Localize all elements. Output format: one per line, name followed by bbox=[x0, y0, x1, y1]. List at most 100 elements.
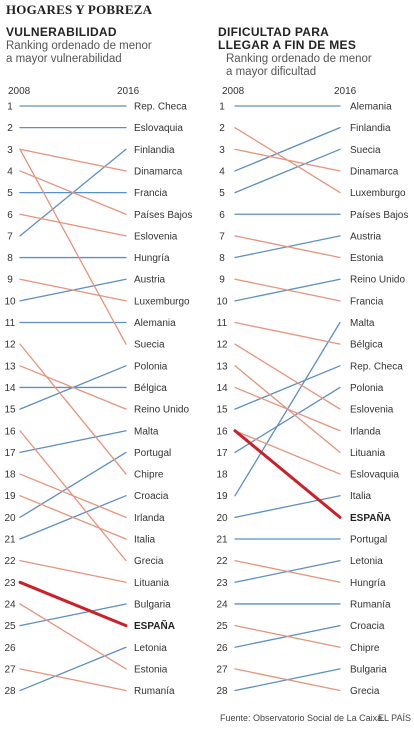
country-label: Dinamarca bbox=[350, 166, 399, 177]
rank-label: 5 bbox=[7, 188, 13, 199]
country-label: Hungría bbox=[134, 253, 170, 264]
slope-line-países-bajos bbox=[19, 170, 127, 215]
country-label: Austria bbox=[134, 275, 166, 286]
rank-label: 11 bbox=[217, 318, 228, 329]
rank-label: 21 bbox=[216, 535, 228, 546]
rank-label: 20 bbox=[216, 513, 228, 524]
right-panel-title: DIFICULTAD PARA LLEGAR A FIN DE MES bbox=[218, 26, 356, 52]
slope-line-lituania bbox=[19, 560, 127, 583]
country-label: ESPAÑA bbox=[350, 511, 391, 524]
left-panel-subtitle-line: Ranking ordenado de menor bbox=[6, 40, 152, 52]
country-label: ESPAÑA bbox=[134, 619, 175, 632]
country-label: Francia bbox=[134, 188, 168, 199]
country-label: Eslovaquia bbox=[134, 123, 183, 134]
rank-label: 28 bbox=[4, 686, 16, 697]
page-title: HOGARES Y POBREZA bbox=[6, 2, 153, 17]
rank-label: 16 bbox=[216, 426, 228, 437]
slope-line-reino-unido bbox=[19, 365, 127, 410]
right-start-year: 2008 bbox=[222, 86, 245, 97]
rank-label: 10 bbox=[4, 296, 16, 307]
rank-label: 10 bbox=[216, 296, 228, 307]
left-panel-title: VULNERABILIDAD bbox=[6, 26, 117, 39]
country-label: Rumanía bbox=[350, 599, 391, 610]
country-label: Italia bbox=[350, 491, 372, 502]
left-end-year: 2016 bbox=[117, 86, 140, 97]
right-panel-title-line: LLEGAR A FIN DE MES bbox=[218, 38, 357, 52]
slope-line-españa bbox=[18, 580, 128, 628]
rank-label: 26 bbox=[4, 643, 16, 654]
slope-line-rumanía bbox=[19, 668, 127, 692]
rank-label: 15 bbox=[4, 405, 16, 416]
country-label: Dinamarca bbox=[134, 166, 183, 177]
left-panel-subtitle-line: a mayor vulnerabilidad bbox=[6, 53, 122, 65]
rank-label: 17 bbox=[216, 448, 228, 459]
country-label: Lituania bbox=[350, 448, 385, 459]
slope-line-eslovaquia bbox=[234, 430, 341, 475]
rank-label: 25 bbox=[216, 621, 228, 632]
country-label: Suecia bbox=[350, 145, 381, 156]
country-label: Chipre bbox=[350, 643, 380, 654]
country-label: Luxemburgo bbox=[134, 296, 190, 307]
rank-label: 21 bbox=[4, 535, 16, 546]
rank-label: 17 bbox=[4, 448, 16, 459]
rank-label: 23 bbox=[4, 578, 16, 589]
footer-brand: EL PAÍS bbox=[378, 713, 412, 723]
slope-line-suecia bbox=[19, 148, 127, 345]
rank-label: 15 bbox=[216, 405, 228, 416]
right-panel-subtitle: Ranking ordenado de menor a mayor dificu… bbox=[226, 53, 372, 79]
rank-label: 3 bbox=[7, 145, 13, 156]
country-label: Grecia bbox=[134, 556, 164, 567]
country-label: Alemania bbox=[134, 318, 176, 329]
slope-line-estonia bbox=[234, 235, 341, 259]
rank-label: 13 bbox=[4, 361, 16, 372]
rank-label: 11 bbox=[5, 318, 16, 329]
right-panel-subtitle-line: a mayor dificultad bbox=[226, 66, 317, 78]
country-label: Malta bbox=[134, 426, 159, 437]
country-label: Bulgaria bbox=[134, 599, 171, 610]
country-label: Alemania bbox=[350, 102, 392, 113]
rank-label: 12 bbox=[4, 340, 16, 351]
country-label: Eslovenia bbox=[350, 405, 394, 416]
country-label: Eslovaquia bbox=[350, 470, 399, 481]
slope-line-dinamarca bbox=[19, 148, 127, 172]
rank-label: 3 bbox=[219, 145, 225, 156]
slope-line-grecia bbox=[19, 430, 127, 562]
country-label: Portugal bbox=[134, 448, 171, 459]
rank-label: 7 bbox=[219, 231, 225, 242]
slope-line-portugal bbox=[19, 451, 127, 518]
country-label: Finlandia bbox=[350, 123, 391, 134]
rank-label: 27 bbox=[216, 664, 228, 675]
country-label: Luxemburgo bbox=[350, 188, 406, 199]
country-label: Países Bajos bbox=[134, 210, 192, 221]
slope-line-malta bbox=[19, 430, 127, 454]
country-label: Rep. Checa bbox=[350, 361, 403, 372]
rank-label: 20 bbox=[4, 513, 16, 524]
country-label: Reino Unido bbox=[350, 275, 405, 286]
slope-line-rep-checa bbox=[234, 365, 341, 410]
country-label: Malta bbox=[350, 318, 375, 329]
slope-line-bélgica bbox=[234, 321, 341, 345]
country-label: Irlanda bbox=[134, 513, 165, 524]
country-label: Letonia bbox=[350, 556, 383, 567]
rank-label: 6 bbox=[7, 210, 13, 221]
country-label: Lituania bbox=[134, 578, 169, 589]
country-label: Bélgica bbox=[350, 340, 383, 351]
rank-label: 18 bbox=[4, 470, 16, 481]
slope-line-luxemburgo bbox=[234, 127, 341, 194]
rank-label: 22 bbox=[216, 556, 228, 567]
country-label: Eslovenia bbox=[134, 231, 178, 242]
country-label: Francia bbox=[350, 296, 384, 307]
rank-label: 1 bbox=[219, 102, 225, 113]
left-panel-subtitle: Ranking ordenado de menor a mayor vulner… bbox=[6, 40, 152, 66]
rank-label: 8 bbox=[219, 253, 225, 264]
slope-line-eslovenia bbox=[19, 213, 127, 237]
rank-label: 9 bbox=[7, 275, 13, 286]
rank-label: 14 bbox=[216, 383, 228, 394]
right-end-year: 2016 bbox=[334, 86, 357, 97]
country-label: Bulgaria bbox=[350, 664, 387, 675]
rank-label: 9 bbox=[219, 275, 225, 286]
rank-label: 24 bbox=[4, 599, 16, 610]
slope-line-italia bbox=[19, 495, 127, 540]
rank-label: 23 bbox=[216, 578, 228, 589]
rank-label: 27 bbox=[4, 664, 16, 675]
